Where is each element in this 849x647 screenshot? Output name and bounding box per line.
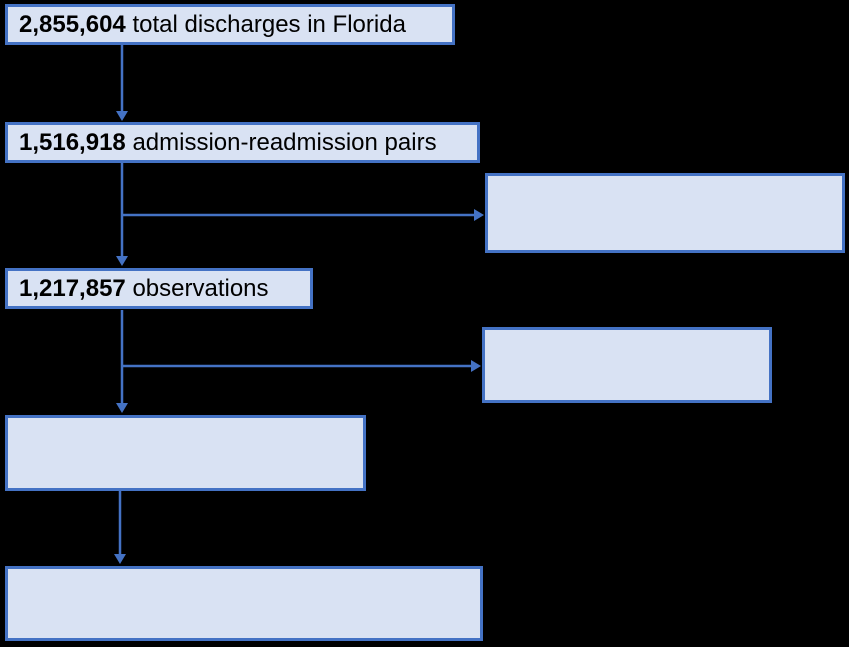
excluded-once-value: 419,815: [496, 402, 583, 403]
arrow-pairs-to-observations: [116, 163, 128, 266]
node-pairs-text: 1,516,918 admission-readmission pairs: [19, 129, 437, 157]
excluded-no-date-label: Excluded: [586, 248, 691, 250]
node-total-discharges: 2,855,604 total discharges in Florida: [5, 4, 455, 45]
two-or-more-line1: 798,042 observations with: [19, 487, 355, 491]
node-total-discharges-text: 2,855,604 total discharges in Florida: [19, 11, 406, 39]
arrow-branch-excluded-no-date: [122, 209, 484, 221]
arrow-two-or-more-to-readmissions: [114, 491, 126, 564]
readmissions-line1: 759,371 readmissions with two or more: [19, 638, 472, 641]
node-readmissions: 759,371 readmissions with two or more in…: [5, 566, 483, 641]
node-two-or-more-visits: 798,042 observations with two or more in…: [5, 415, 366, 491]
excluded-once-line1: 419,815 Excluded: [496, 399, 761, 403]
arrow-observations-to-two-or-more: [116, 310, 128, 413]
two-or-more-label: observations with: [106, 490, 305, 491]
total-discharges-value: 2,855,604: [19, 10, 126, 38]
node-observations-text: 1,217,857 observations: [19, 275, 269, 303]
arrow-branch-excluded-once: [122, 360, 481, 372]
excluded-once-label: Excluded: [583, 402, 688, 403]
observations-label: observations: [125, 274, 269, 302]
total-discharges-label: total discharges in Florida: [125, 10, 406, 38]
node-excluded-no-date: 299,061 Excluded (no date of the 1st adm…: [485, 173, 845, 253]
arrow-total-to-pairs: [116, 45, 128, 121]
pairs-label: admission-readmission pairs: [125, 128, 437, 156]
two-or-more-value: 798,042: [19, 490, 106, 491]
node-observations: 1,217,857 observations: [5, 268, 313, 309]
excluded-no-date-line1: 299,061 Excluded: [499, 245, 834, 250]
excluded-no-date-value: 299,061: [499, 248, 586, 250]
observations-value: 1,217,857: [19, 274, 126, 302]
pairs-value: 1,516,918: [19, 128, 126, 156]
node-excluded-once: 419,815 Excluded (admitted only once): [482, 327, 772, 403]
node-admission-readmission-pairs: 1,516,918 admission-readmission pairs: [5, 122, 480, 163]
